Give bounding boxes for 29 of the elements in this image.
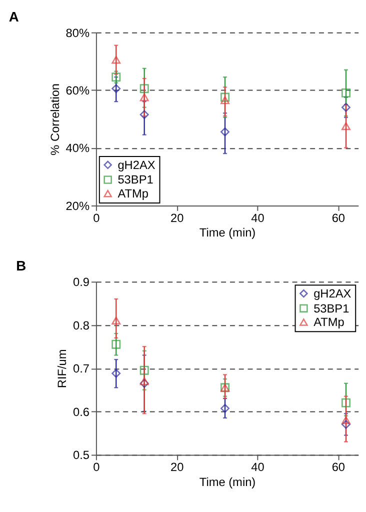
y-tick-label: 0.9 bbox=[73, 275, 90, 290]
legend-label: gH2AX bbox=[118, 158, 156, 172]
legend-label: ATMp bbox=[314, 315, 345, 330]
x-tick-label: 40 bbox=[251, 460, 265, 474]
x-axis-title: Time (min) bbox=[199, 226, 256, 240]
legend-label: ATMp bbox=[118, 186, 149, 201]
y-tick-label: 0.6 bbox=[73, 404, 90, 419]
y-tick-label: 0.8 bbox=[73, 318, 90, 332]
x-tick-label: 0 bbox=[93, 460, 100, 474]
x-tick-label: 20 bbox=[170, 460, 184, 474]
x-tick-label: 60 bbox=[332, 210, 346, 225]
y-tick-label: 0.7 bbox=[73, 362, 90, 376]
x-tick-label: 0 bbox=[93, 210, 100, 225]
y-tick-label: 0.5 bbox=[73, 448, 90, 462]
y-axis-title: % Correlation bbox=[48, 83, 62, 156]
chart-title: B bbox=[16, 258, 26, 274]
y-tick-label: 20% bbox=[66, 198, 90, 213]
y-axis-title: RIF/um bbox=[55, 349, 70, 388]
legend-label: 53BP1 bbox=[314, 301, 350, 316]
legend-label: gH2AX bbox=[314, 286, 352, 300]
x-tick-label: 60 bbox=[332, 460, 346, 474]
legend-label: 53BP1 bbox=[118, 172, 154, 187]
y-tick-label: 60% bbox=[66, 84, 90, 98]
x-tick-label: 20 bbox=[170, 210, 184, 225]
x-axis-title: Time (min) bbox=[199, 474, 256, 489]
y-tick-label: 40% bbox=[66, 141, 90, 156]
y-tick-label: 80% bbox=[66, 26, 90, 40]
chart-title: A bbox=[8, 8, 19, 24]
x-tick-label: 40 bbox=[251, 210, 265, 225]
